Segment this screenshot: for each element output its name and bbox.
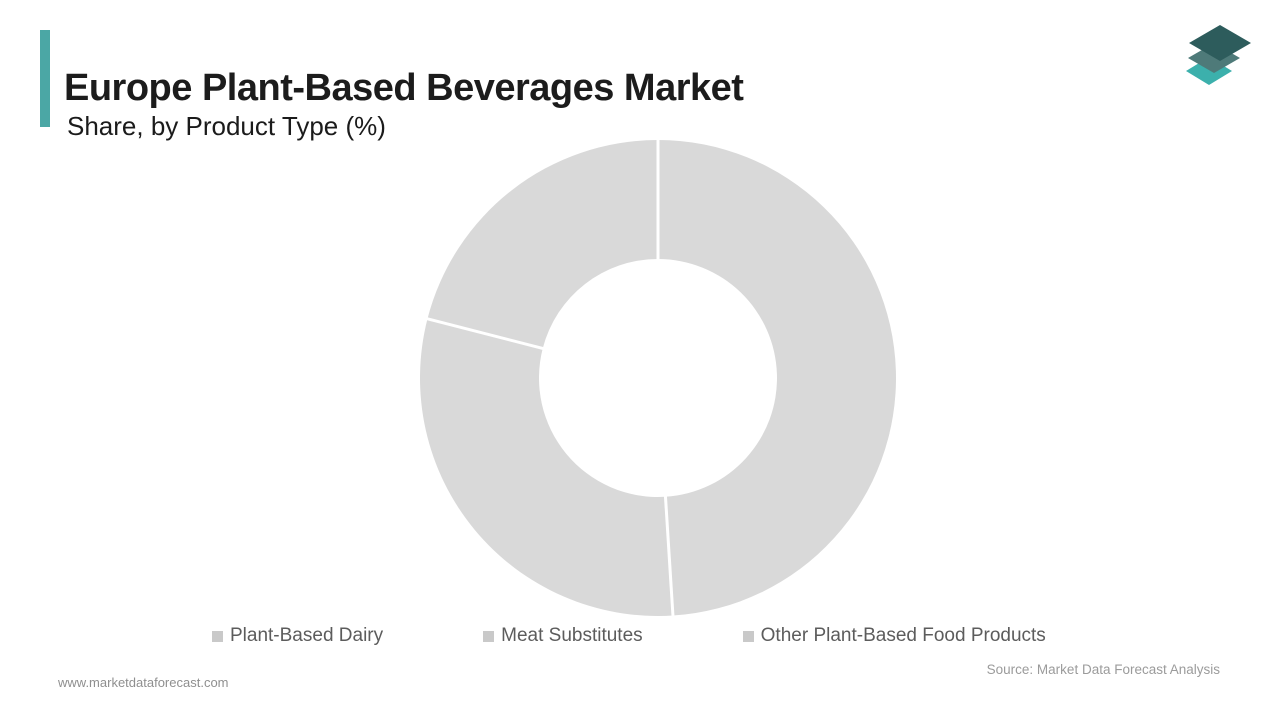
legend-item: Plant-Based Dairy [212,625,383,647]
brand-logo-icon [1186,25,1251,85]
legend-item: Other Plant-Based Food Products [742,625,1046,647]
chart-legend: Plant-Based Dairy Meat Substitutes Other… [212,625,1046,647]
legend-marker-icon [483,630,495,642]
page-title: Europe Plant-Based Beverages Market [64,67,744,110]
donut-svg [420,139,897,617]
title-accent-bar [40,30,50,127]
legend-label: Other Plant-Based Food Products [760,625,1046,646]
legend-item: Meat Substitutes [483,625,643,647]
page-subtitle: Share, by Product Type (%) [67,110,386,141]
logo-layer-top [1189,25,1251,61]
donut-chart [419,139,897,617]
footer-website: www.marketdataforecast.com [58,675,229,690]
slice-separator [426,317,545,351]
donut-slice [658,140,897,616]
slice-separator [663,495,675,617]
legend-label: Plant-Based Dairy [230,625,384,646]
legend-marker-icon [742,630,754,642]
footer-source: Source: Market Data Forecast Analysis [986,662,1220,677]
donut-slice [420,318,673,616]
donut-slice [427,140,658,349]
legend-label: Meat Substitutes [501,625,643,646]
legend-marker-icon [212,630,223,642]
